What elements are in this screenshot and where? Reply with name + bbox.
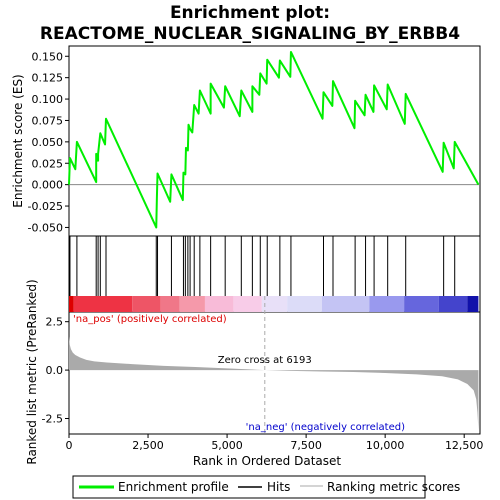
heatmap-segment — [287, 296, 322, 312]
chart-title-line2: REACTOME_NUCLEAR_SIGNALING_BY_ERBB4 — [40, 24, 460, 44]
heatmap-segment — [404, 296, 439, 312]
x-tick-label: 10,000 — [366, 439, 405, 452]
legend-hits-label: Hits — [267, 480, 290, 494]
heatmap-segment — [438, 296, 468, 312]
x-axis-label: Rank in Ordered Dataset — [193, 454, 341, 468]
chart-title-line1: Enrichment plot: — [170, 3, 330, 23]
metric-tick-label: -2.5 — [42, 413, 63, 426]
es-y-axis: 0.150 0.125 0.100 0.075 0.050 0.025 0.000 -0.02… — [28, 50, 69, 234]
x-axis: 0 2,500 5,000 7,500 10,000 12,500 — [66, 434, 484, 452]
heatmap-segment — [132, 296, 161, 312]
legend: Enrichment profile Hits Ranking metric s… — [72, 475, 460, 499]
hit-marks — [69, 236, 456, 296]
legend-metric-label: Ranking metric scores — [327, 480, 460, 494]
heatmap-segment — [321, 296, 370, 312]
heatmap-segment — [179, 296, 205, 312]
metric-y-axis: 2.5 0.0 -2.5 — [42, 316, 69, 426]
x-tick-label: 2,500 — [132, 439, 164, 452]
zero-cross-label: Zero cross at 6193 — [218, 355, 312, 366]
x-tick-label: 0 — [66, 439, 73, 452]
es-tick-label: -0.050 — [28, 221, 63, 234]
heatmap-segment — [369, 296, 405, 312]
metric-y-axis-label: Ranked list metric (PreRanked) — [25, 279, 39, 464]
x-tick-label: 12,500 — [445, 439, 484, 452]
es-tick-label: 0.025 — [32, 157, 64, 170]
heatmap-segment — [160, 296, 180, 312]
heatmap-segment — [204, 296, 234, 312]
es-tick-label: 0.050 — [32, 136, 64, 149]
heatmap-segment — [73, 296, 133, 312]
x-tick-label: 7,500 — [290, 439, 322, 452]
heatmap-segment — [69, 296, 74, 312]
x-tick-label: 5,000 — [211, 439, 243, 452]
negative-correlation-label: 'na_neg' (negatively correlated) — [246, 422, 405, 433]
enrichment-profile-line — [68, 50, 480, 229]
es-tick-label: 0.075 — [32, 114, 64, 127]
es-tick-label: -0.025 — [28, 200, 63, 213]
legend-profile-label: Enrichment profile — [118, 480, 229, 494]
es-panel — [68, 45, 481, 237]
es-tick-label: 0.125 — [32, 72, 64, 85]
heatmap-segment — [261, 296, 288, 312]
es-tick-label: 0.000 — [32, 179, 64, 192]
metric-tick-label: 2.5 — [46, 316, 64, 329]
es-tick-label: 0.100 — [32, 93, 64, 106]
metric-tick-label: 0.0 — [46, 364, 64, 377]
positive-correlation-label: 'na_pos' (positively correlated) — [73, 314, 227, 325]
heatmap-segment — [467, 296, 479, 312]
heatmap-segment — [233, 296, 262, 312]
rank-heatmap-bar — [69, 296, 479, 312]
es-tick-label: 0.150 — [32, 50, 64, 63]
es-y-axis-label: Enrichment score (ES) — [11, 74, 25, 207]
